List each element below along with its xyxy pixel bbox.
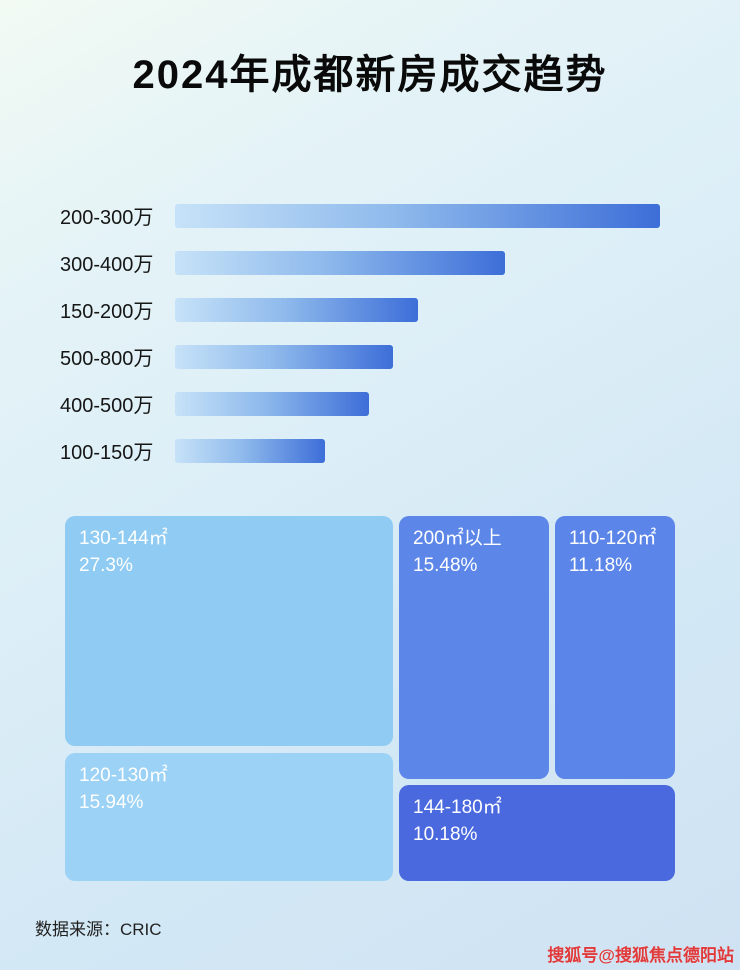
bar-track	[175, 438, 660, 463]
bar-row: 100-150万	[60, 427, 660, 474]
treemap-block-200-plus: 200㎡以上 15.48%	[399, 516, 549, 779]
bar-category-label: 500-800万	[60, 348, 154, 370]
bar	[175, 203, 660, 228]
treemap-block-label: 110-120㎡	[569, 528, 657, 549]
treemap-block-value: 15.94%	[79, 791, 144, 813]
treemap-block-144-180: 144-180㎡ 10.18%	[399, 785, 675, 881]
bar	[175, 250, 505, 275]
bar-row: 150-200万	[60, 286, 660, 333]
data-source-note: 数据来源：CRIC	[35, 920, 162, 939]
treemap-block-value: 27.3%	[79, 554, 133, 576]
watermark: 搜狐号@搜狐焦点德阳站	[547, 946, 734, 965]
bar-track	[175, 250, 660, 275]
bar-track	[175, 344, 660, 369]
treemap-block-130-144: 130-144㎡ 27.3%	[65, 516, 393, 746]
treemap-block-label: 144-180㎡	[413, 797, 502, 818]
bar-category-label: 400-500万	[60, 395, 154, 417]
bar-row: 500-800万	[60, 333, 660, 380]
area-share-treemap: 130-144㎡ 27.3% 120-130㎡ 15.94% 200㎡以上 15…	[65, 516, 675, 881]
bar-category-label: 150-200万	[60, 301, 154, 323]
bar-row: 400-500万	[60, 380, 660, 427]
bar-category-label: 100-150万	[60, 442, 154, 464]
bar	[175, 297, 418, 322]
bar-track	[175, 203, 660, 228]
bar-row: 200-300万	[60, 192, 660, 239]
treemap-block-120-130: 120-130㎡ 15.94%	[65, 753, 393, 881]
treemap-block-label: 200㎡以上	[413, 528, 502, 549]
treemap-block-value: 10.18%	[413, 823, 478, 845]
price-band-bar-chart: 200-300万 300-400万 150-200万 500-800万 400-…	[60, 192, 660, 474]
page-title: 2024年成都新房成交趋势	[132, 53, 608, 97]
bar-track	[175, 297, 660, 322]
bar-category-label: 300-400万	[60, 254, 154, 276]
treemap-block-value: 11.18%	[569, 554, 633, 576]
bar	[175, 391, 369, 416]
treemap-block-label: 120-130㎡	[79, 765, 168, 786]
bar-category-label: 200-300万	[60, 207, 154, 229]
bar-track	[175, 391, 660, 416]
treemap-block-110-120: 110-120㎡ 11.18%	[555, 516, 675, 779]
bar-row: 300-400万	[60, 239, 660, 286]
bar	[175, 438, 326, 463]
treemap-block-value: 15.48%	[413, 554, 478, 576]
bar	[175, 344, 394, 369]
treemap-block-label: 130-144㎡	[79, 528, 168, 549]
